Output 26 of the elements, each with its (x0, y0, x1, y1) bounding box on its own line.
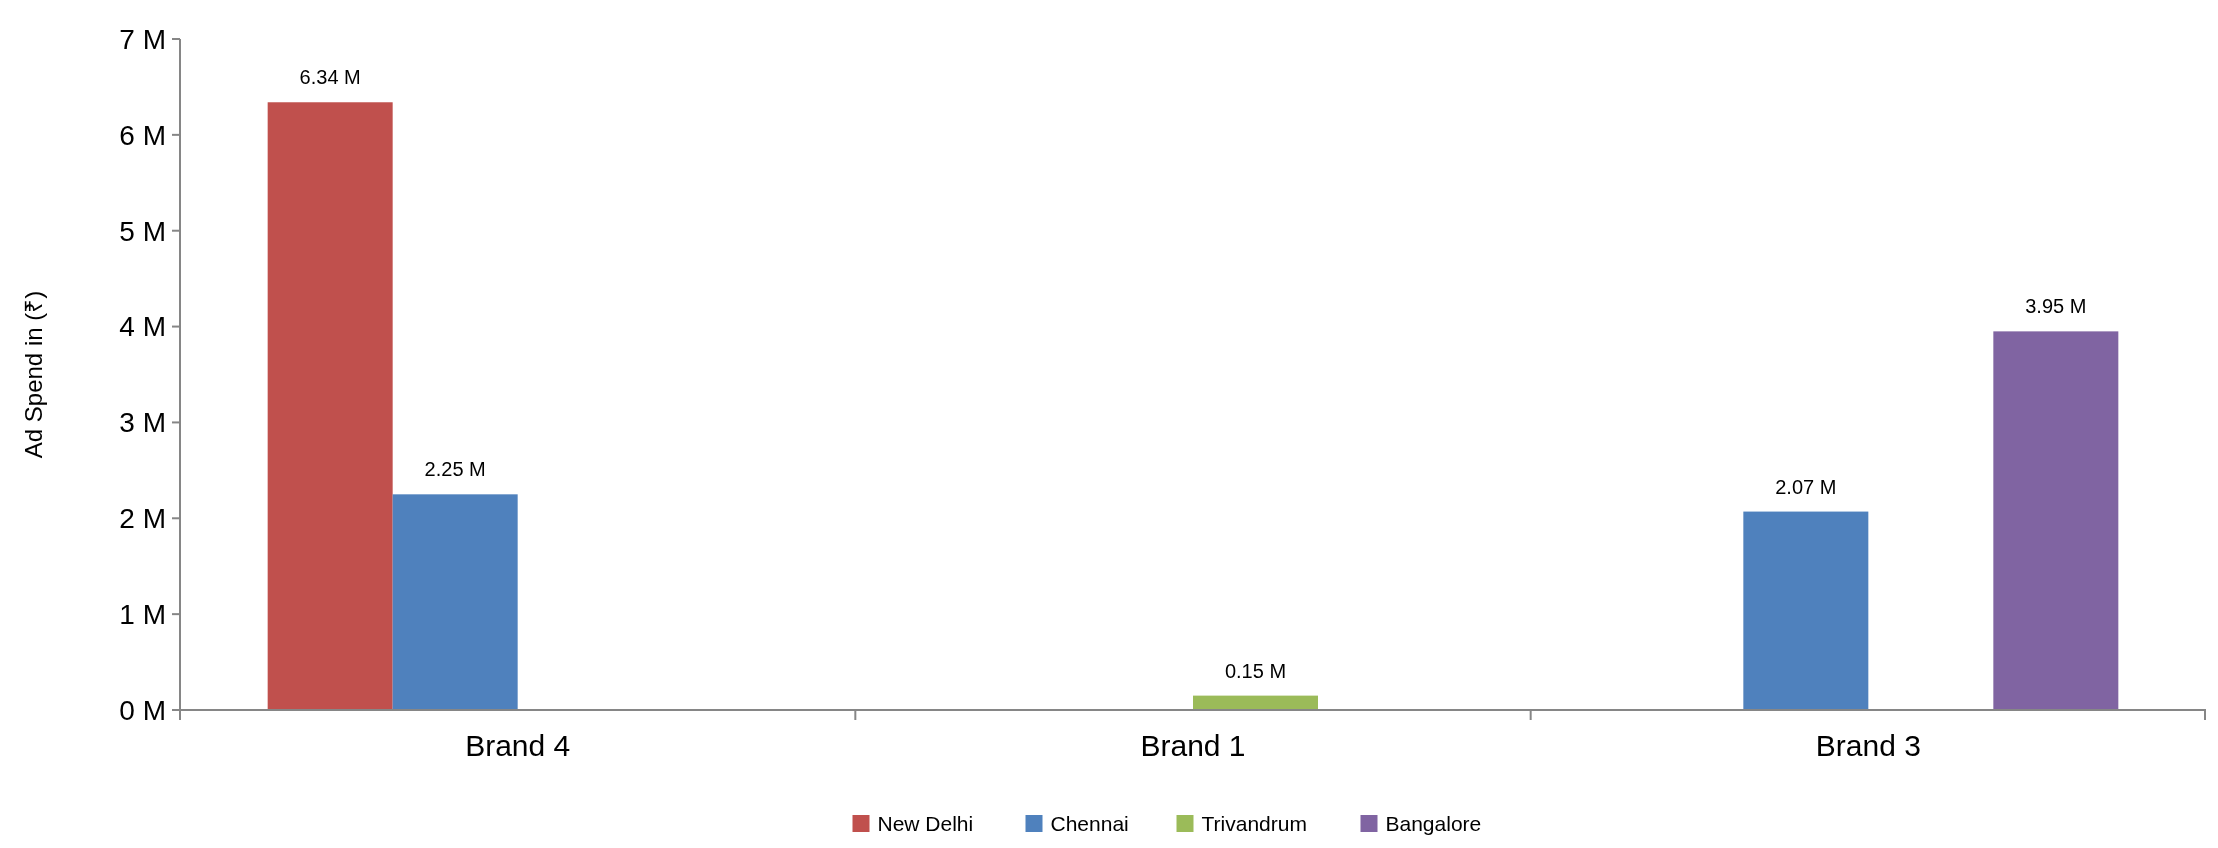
y-tick-label: 7 M (119, 23, 166, 55)
x-tick-label: Brand 3 (1815, 729, 1921, 762)
data-label: 6.34 M (299, 66, 361, 89)
bar (1193, 695, 1318, 710)
data-label: 3.95 M (2025, 295, 2087, 318)
legend-label: Trivandrum (1201, 812, 1307, 836)
y-tick-label: 3 M (119, 407, 166, 439)
bar (1743, 511, 1869, 710)
x-tick-label: Brand 4 (465, 729, 571, 762)
bar (392, 494, 518, 710)
data-label: 2.25 M (424, 458, 486, 481)
x-tick-label: Brand 1 (1140, 729, 1246, 762)
legend-label: New Delhi (877, 812, 974, 836)
y-tick-label: 1 M (119, 598, 166, 630)
y-tick-label: 0 M (119, 694, 166, 726)
data-label: 2.07 M (1775, 475, 1837, 498)
bar (1993, 331, 2119, 710)
y-tick-label: 5 M (119, 215, 166, 247)
y-tick-label: 4 M (119, 311, 166, 343)
bar (267, 102, 393, 710)
y-axis-title: Ad Spend in (₹) (20, 290, 47, 459)
legend-label: Chennai (1050, 812, 1129, 836)
data-label: 0.15 M (1224, 659, 1287, 682)
y-tick-label: 6 M (119, 119, 166, 151)
y-tick-label: 2 M (119, 503, 166, 535)
legend-label: Bangalore (1385, 812, 1482, 836)
